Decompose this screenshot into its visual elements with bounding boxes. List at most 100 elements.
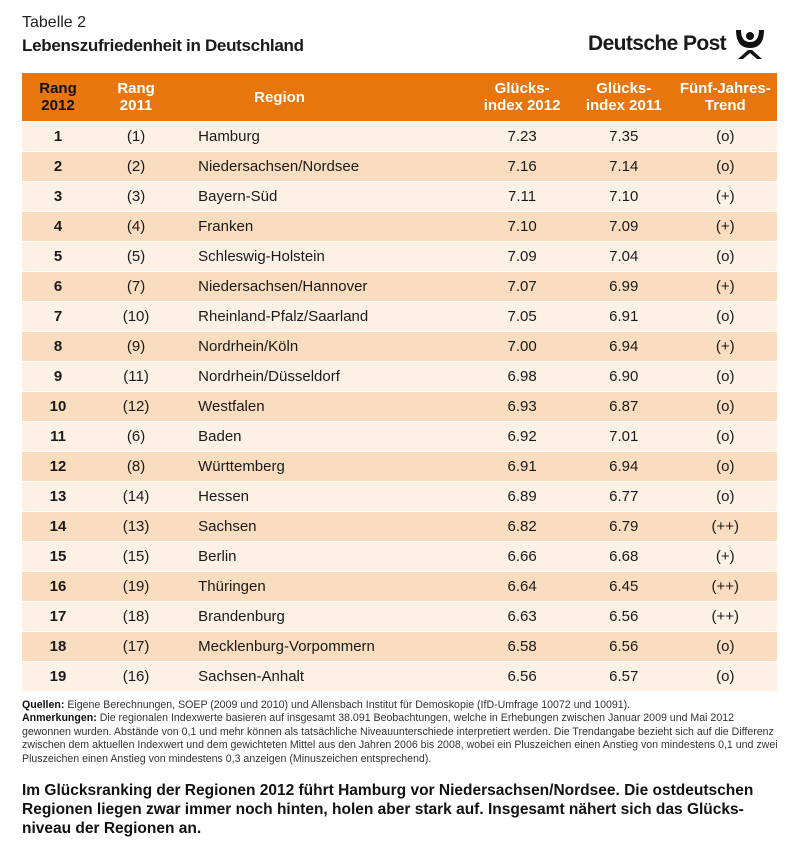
- table-row: 7 (10) Rheinland-Pfalz/Saarland 7.05 6.91 (o): [22, 301, 777, 332]
- region-cell: Württemberg: [178, 451, 471, 482]
- index-2011-cell: 7.09: [573, 211, 674, 242]
- region-cell: Brandenburg: [178, 601, 471, 632]
- table-row: 17 (18) Brandenburg 6.63 6.56 (++): [22, 601, 777, 632]
- table-row: 13 (14) Hessen 6.89 6.77 (o): [22, 481, 777, 512]
- rank-2011-cell: (1): [93, 121, 179, 152]
- rank-2011-cell: (2): [93, 151, 179, 182]
- rank-2012-cell: 8: [22, 331, 94, 362]
- index-2012-cell: 6.91: [470, 451, 574, 482]
- index-2011-cell: 6.91: [573, 301, 674, 332]
- table-row: 3 (3) Bayern-Süd 7.11 7.10 (+): [22, 181, 777, 212]
- rank-2011-cell: (14): [93, 481, 179, 512]
- region-cell: Nordrhein/Düsseldorf: [178, 361, 471, 392]
- rank-2011-cell: (5): [93, 241, 179, 272]
- region-cell: Thüringen: [178, 571, 471, 602]
- index-2012-cell: 6.93: [470, 391, 574, 422]
- trend-cell: (o): [673, 151, 777, 182]
- index-2012-cell: 7.16: [470, 151, 574, 182]
- table-row: 16 (19) Thüringen 6.64 6.45 (++): [22, 571, 777, 602]
- rank-2012-cell: 5: [22, 241, 94, 272]
- table-row: 14 (13) Sachsen 6.82 6.79 (++): [22, 511, 777, 542]
- region-cell: Sachsen-Anhalt: [178, 661, 471, 691]
- trend-cell: (o): [673, 451, 777, 482]
- index-2012-cell: 7.09: [470, 241, 574, 272]
- post-horn-icon: [736, 30, 765, 59]
- trend-cell: (++): [673, 511, 777, 542]
- column-header: Rang 2011: [93, 73, 179, 122]
- sources-text: Eigene Berechnungen, SOEP (2009 und 2010…: [64, 699, 631, 711]
- rank-2011-cell: (11): [93, 361, 179, 392]
- index-2011-cell: 6.45: [573, 571, 674, 602]
- rank-2011-cell: (8): [93, 451, 179, 482]
- index-2012-cell: 7.00: [470, 331, 574, 362]
- trend-cell: (+): [673, 331, 777, 362]
- sources-label: Quellen:: [22, 699, 65, 711]
- rank-2011-cell: (18): [93, 601, 179, 632]
- trend-cell: (o): [673, 481, 777, 512]
- remarks-label: Anmerkungen:: [22, 712, 97, 725]
- index-2012-cell: 7.10: [470, 211, 574, 242]
- rank-2012-cell: 2: [22, 151, 94, 182]
- rank-2012-cell: 17: [22, 601, 94, 632]
- rank-2012-cell: 6: [22, 271, 94, 302]
- index-2011-cell: 7.01: [573, 421, 674, 452]
- trend-cell: (++): [673, 601, 777, 632]
- index-2011-cell: 6.57: [573, 661, 674, 691]
- rank-2011-cell: (12): [93, 391, 179, 422]
- table-row: 5 (5) Schleswig-Holstein 7.09 7.04 (o): [22, 241, 777, 272]
- rank-2011-cell: (6): [93, 421, 179, 452]
- trend-cell: (+): [673, 211, 777, 242]
- column-header: Fünf-Jahres- Trend: [673, 73, 777, 122]
- table-number: Tabelle 2: [22, 14, 87, 31]
- rank-2012-cell: 11: [22, 421, 94, 452]
- table-row: 1 (1) Hamburg 7.23 7.35 (o): [22, 121, 777, 152]
- deutsche-post-logo: Deutsche Post: [588, 28, 768, 60]
- index-2012-cell: 6.64: [470, 571, 574, 602]
- rank-2011-cell: (10): [93, 301, 179, 332]
- region-cell: Franken: [178, 211, 471, 242]
- index-2011-cell: 6.68: [573, 541, 674, 572]
- column-header: Region: [178, 73, 471, 122]
- index-2012-cell: 7.05: [470, 301, 574, 332]
- column-header: Rang 2012: [22, 73, 94, 122]
- table-row: 10 (12) Westfalen 6.93 6.87 (o): [22, 391, 777, 422]
- index-2011-cell: 7.35: [573, 121, 674, 152]
- region-cell: Berlin: [178, 541, 471, 572]
- region-cell: Westfalen: [178, 391, 471, 422]
- rank-2012-cell: 15: [22, 541, 94, 572]
- table-row: 8 (9) Nordrhein/Köln 7.00 6.94 (+): [22, 331, 777, 362]
- rank-2012-cell: 7: [22, 301, 94, 332]
- index-2011-cell: 6.94: [573, 451, 674, 482]
- rank-2012-cell: 12: [22, 451, 94, 482]
- trend-cell: (o): [673, 241, 777, 272]
- column-header: Glücks- index 2012: [470, 73, 574, 122]
- footnotes: Quellen: Eigene Berechnungen, SOEP (2009…: [22, 699, 782, 766]
- happiness-table: Rang 2012 Rang 2011 Region Glücks- index 20…: [22, 73, 777, 691]
- index-2012-cell: 6.58: [470, 631, 574, 662]
- table-row: 4 (4) Franken 7.10 7.09 (+): [22, 211, 777, 242]
- rank-2012-cell: 19: [22, 661, 94, 691]
- column-header: Glücks- index 2011: [573, 73, 674, 122]
- index-2012-cell: 6.98: [470, 361, 574, 392]
- rank-2011-cell: (7): [93, 271, 179, 302]
- region-cell: Baden: [178, 421, 471, 452]
- index-2012-cell: 6.82: [470, 511, 574, 542]
- page-title: Lebenszufriedenheit in Deutschland: [22, 36, 304, 55]
- trend-cell: (o): [673, 391, 777, 422]
- rank-2012-cell: 9: [22, 361, 94, 392]
- rank-2012-cell: 18: [22, 631, 94, 662]
- index-2012-cell: 6.89: [470, 481, 574, 512]
- table-row: 15 (15) Berlin 6.66 6.68 (+): [22, 541, 777, 572]
- index-2012-cell: 7.23: [470, 121, 574, 152]
- rank-2011-cell: (16): [93, 661, 179, 691]
- rank-2012-cell: 14: [22, 511, 94, 542]
- trend-cell: (o): [673, 361, 777, 392]
- remarks-text: Die regionalen Indexwerte basieren auf i…: [22, 712, 778, 765]
- rank-2012-cell: 13: [22, 481, 94, 512]
- region-cell: Hamburg: [178, 121, 471, 152]
- table-row: 2 (2) Niedersachsen/Nordsee 7.16 7.14 (o): [22, 151, 777, 182]
- index-2012-cell: 6.63: [470, 601, 574, 632]
- region-cell: Nordrhein/Köln: [178, 331, 471, 362]
- region-cell: Niedersachsen/Hannover: [178, 271, 471, 302]
- index-2012-cell: 6.66: [470, 541, 574, 572]
